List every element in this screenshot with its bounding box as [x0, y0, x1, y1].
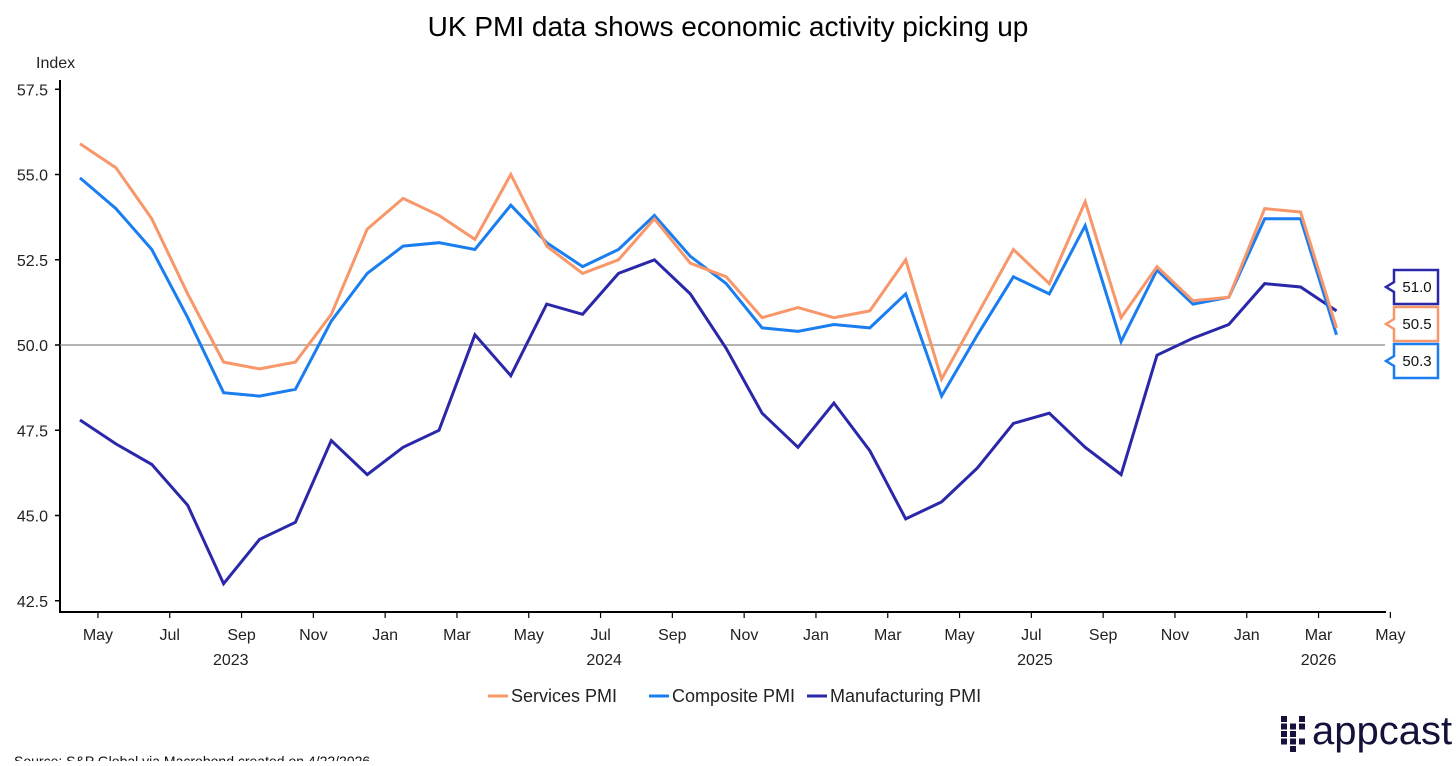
x-year-label: 2026 — [1301, 652, 1337, 669]
x-tick-label: Jul — [160, 627, 180, 644]
legend: Services PMI Composite PMI Manufacturing P… — [488, 686, 981, 706]
x-year-label: 2023 — [213, 652, 249, 669]
series-line-composite-pmi — [79, 176, 1338, 400]
y-tick-label: 47.5 — [17, 423, 48, 440]
appcast-logo: appcast — [1281, 709, 1452, 753]
x-tick-label: May — [1375, 627, 1405, 644]
y-tick-label: 42.5 — [17, 594, 48, 611]
x-tick-label: Jan — [803, 627, 829, 644]
source-note: Source: S&P Global via Macrobond created… — [14, 753, 370, 761]
x-tick-label: Mar — [1305, 627, 1333, 644]
x-tick-label: Nov — [730, 627, 758, 644]
series-line-services-pmi — [79, 142, 1338, 383]
y-tick-label: 50.0 — [17, 338, 48, 355]
x-tick-label: Jan — [372, 627, 398, 644]
end-value-label: 50.3 — [1383, 342, 1440, 380]
legend-item: Composite PMI — [672, 686, 795, 706]
x-tick-label: Mar — [874, 627, 902, 644]
x-tick-label: Sep — [227, 627, 256, 644]
logo-wordmark: appcast — [1312, 709, 1452, 753]
chart-title: UK PMI data shows economic activity pick… — [428, 11, 1029, 42]
x-tick-label: Jul — [590, 627, 610, 644]
legend-item: Services PMI — [511, 686, 617, 706]
end-value-text: 50.3 — [1402, 353, 1431, 370]
x-tick-label: Nov — [299, 627, 327, 644]
x-tick-label: Nov — [1161, 627, 1189, 644]
y-axis: 42.5 45.0 47.5 50.0 52.5 55.0 57.5 — [17, 82, 60, 611]
y-axis-label: Index — [36, 55, 75, 72]
legend-item: Manufacturing PMI — [830, 686, 981, 706]
x-tick-label: Sep — [1089, 627, 1118, 644]
x-tick-label: Sep — [658, 627, 687, 644]
x-tick-label: Jan — [1234, 627, 1260, 644]
y-tick-label: 55.0 — [17, 168, 48, 185]
x-tick-label: Jul — [1021, 627, 1041, 644]
x-year-label: 2024 — [586, 652, 622, 669]
end-value-text: 50.5 — [1402, 316, 1431, 333]
y-tick-label: 45.0 — [17, 509, 48, 526]
logo-mark-icon — [1281, 716, 1305, 752]
end-value-label: 51.0 — [1383, 268, 1440, 306]
x-tick-label: Mar — [443, 627, 471, 644]
y-tick-label: 52.5 — [17, 253, 48, 270]
x-tick-label: May — [514, 627, 544, 644]
x-axis: May Jul Sep Nov Jan Mar May Jul Sep Nov Jan Mar May J… — [83, 612, 1405, 669]
x-tick-label: May — [83, 627, 113, 644]
x-tick-label: May — [944, 627, 974, 644]
end-value-text: 51.0 — [1402, 279, 1431, 296]
end-value-label: 50.5 — [1383, 305, 1440, 343]
y-tick-label: 57.5 — [17, 82, 48, 99]
series-line-manufacturing-pmi — [79, 258, 1338, 587]
x-year-label: 2025 — [1017, 652, 1053, 669]
